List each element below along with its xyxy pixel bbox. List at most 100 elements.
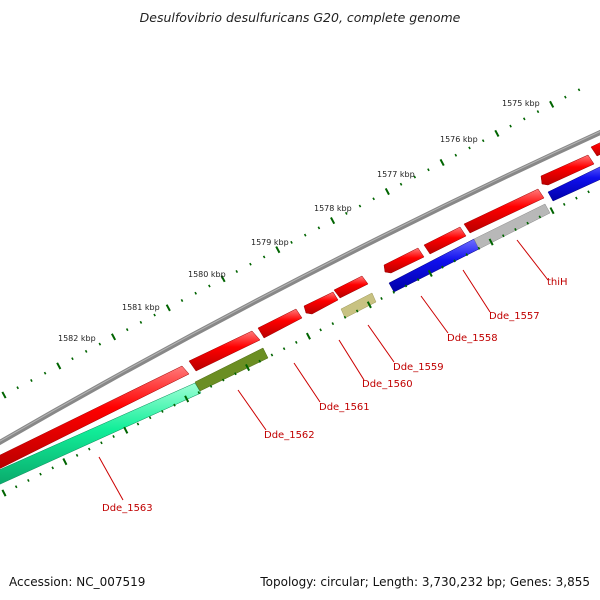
gene-label-dde-1562[interactable]: Dde_1562 [264,430,315,441]
inner-tick-5 [62,458,68,466]
inner-tick-34 [416,278,420,282]
inner-tick-21 [258,359,262,363]
gene-label-thih[interactable]: thiH [547,277,568,288]
outer-tick-11 [153,313,156,317]
outer-tick-38 [522,117,526,121]
cds-thih-reverse[interactable] [473,203,551,250]
gene-label-dde-1560[interactable]: Dde_1560 [362,379,413,390]
kbp-label-1577: 1577 kbp [377,170,415,179]
leader-dde-1558 [420,295,449,334]
gene-label-dde-1563[interactable]: Dde_1563 [102,503,153,514]
inner-tick-40 [488,238,494,246]
outer-tick-6 [84,349,88,353]
outer-tick-28 [384,187,390,196]
gene-label-dde-1561[interactable]: Dde_1561 [319,402,370,413]
outer-tick-36 [494,129,500,137]
outer-tick-42 [577,88,581,92]
outer-tick-19 [262,255,266,259]
genome-summary-text: Topology: circular; Length: 3,730,232 bp… [259,575,590,589]
cds-dde-1559[interactable] [340,292,377,319]
reverse-strand-track [0,162,600,486]
leader-dde-1562 [237,389,267,431]
leader-dde-1557 [462,269,491,313]
cds-dde-1557[interactable] [547,162,600,202]
gene-label-dde-1559[interactable]: Dde_1559 [393,362,444,373]
outer-tick-10 [139,320,143,324]
inner-tick-42 [514,227,517,231]
inner-tick-36 [441,265,444,269]
gene-label-dde-1557[interactable]: Dde_1557 [489,311,540,322]
inner-tick-3 [39,472,42,476]
inner-tick-6 [75,453,79,457]
cds-upstream-forward[interactable] [540,154,595,186]
outer-tick-32 [439,158,445,167]
outer-tick-8 [111,333,117,341]
outer-tick-5 [71,357,74,361]
map-title: Desulfovibrio desulfuricans G20, complet… [140,10,461,25]
forward-strand-track [0,138,600,470]
cds-dde-1563[interactable] [0,382,202,486]
outer-tick-12 [165,304,171,312]
cds-dde-1560[interactable] [303,291,339,315]
outer-tick-17 [235,269,239,273]
outer-tick-31 [427,168,430,172]
outer-tick-3 [43,371,47,375]
kbp-label-1581: 1581 kbp [122,303,160,312]
inner-tick-27 [331,322,335,326]
inner-tick-24 [295,340,298,344]
cds-dde-1558-forward[interactable] [383,247,425,274]
inner-tick-32 [392,290,396,294]
inner-tick-43 [526,221,529,225]
gene-label-dde-1558[interactable]: Dde_1558 [447,333,498,344]
outer-tick-39 [536,110,540,114]
outer-tick-25 [344,211,348,215]
cds-thih-forward[interactable] [463,188,545,234]
cds-dde-1559-forward[interactable] [333,275,369,299]
kbp-label-1576: 1576 kbp [440,135,478,144]
leader-dde-1563 [98,456,124,501]
cds-dde-1557-forward[interactable] [423,226,467,255]
outer-tick-34 [468,146,471,150]
outer-tick-23 [317,226,321,230]
cds-dde-1562-forward[interactable] [188,330,261,372]
outer-tick-1 [16,386,19,390]
inner-tick-15 [184,395,190,403]
outer-tick-24 [330,217,336,225]
inner-tick-22 [270,353,274,357]
kbp-label-ring: 1575 kbp 1576 kbp 1577 kbp 1578 kbp 1579… [58,99,540,343]
inner-tick-14 [173,403,176,407]
outer-tick-29 [399,182,403,186]
leader-dde-1561 [293,362,321,403]
inner-tick-39 [477,246,481,250]
kbp-label-1580: 1580 kbp [188,270,226,279]
inner-tick-8 [100,441,103,445]
leader-dde-1560 [338,339,365,381]
inner-tick-45 [549,207,555,215]
outer-tick-4 [56,362,62,370]
cds-dde-1562[interactable] [194,347,269,392]
inner-tick-ring [1,190,590,497]
inner-tick-25 [305,332,311,340]
kbp-label-1579: 1579 kbp [251,238,289,247]
gene-labels: thiH Dde_1557 Dde_1558 Dde_1559 Dde_1560… [102,277,568,514]
kbp-label-1578: 1578 kbp [314,204,352,213]
cds-edge-forward[interactable] [590,138,600,157]
inner-tick-11 [136,422,140,426]
cds-dde-1561[interactable] [257,308,303,339]
inner-tick-48 [587,190,590,194]
outer-tick-40 [549,100,555,108]
inner-tick-35 [427,269,433,277]
cds-dde-1563-forward[interactable] [0,365,190,470]
outer-tick-35 [481,139,485,143]
inner-tick-41 [502,234,505,238]
outer-tick-30 [413,175,417,179]
outer-tick-2 [30,378,33,382]
inner-tick-47 [575,196,578,200]
inner-tick-46 [562,202,566,206]
inner-tick-30 [366,301,372,309]
inner-tick-2 [27,478,30,482]
inner-tick-16 [197,391,201,395]
outer-tick-ring [1,88,581,399]
inner-tick-44 [538,215,542,219]
